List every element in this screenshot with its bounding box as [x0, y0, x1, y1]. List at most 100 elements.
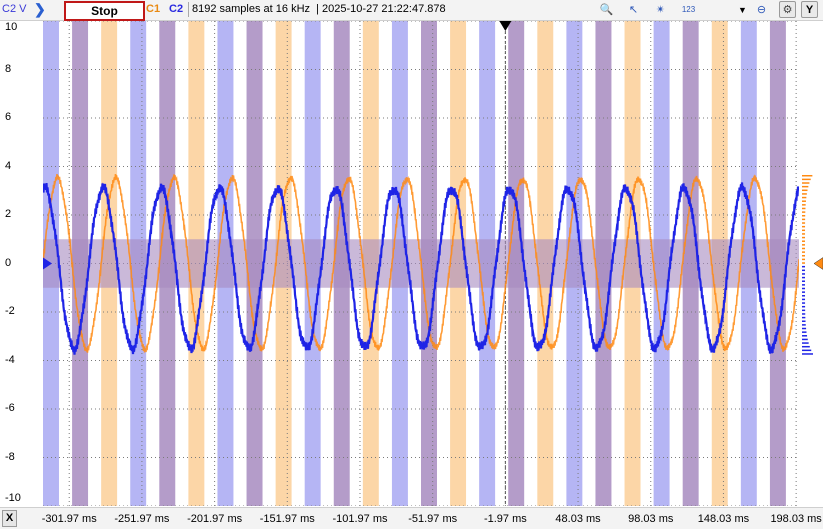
- histogram-bin: [802, 287, 806, 290]
- histogram-bin: [802, 302, 806, 304]
- x-tick-label: -1.97 ms: [483, 513, 527, 525]
- histogram-bin: [802, 291, 806, 293]
- zoom-icon[interactable]: 🔍: [599, 4, 614, 16]
- channel-1-toggle[interactable]: C1: [146, 3, 161, 15]
- run-arrow-icon[interactable]: ❯: [34, 1, 46, 17]
- x-tick-label: -101.97 ms: [332, 513, 388, 525]
- histogram-bin: [802, 338, 808, 341]
- histogram-bin: [802, 313, 806, 315]
- toolbar: C2 V ❯ Stop C1 C2 8192 samples at 16 kHz…: [0, 0, 823, 21]
- histogram-bin: [802, 204, 806, 206]
- histogram-bin: [802, 309, 806, 312]
- histogram-bin: [802, 211, 806, 213]
- histogram-bin: [802, 342, 809, 344]
- x-tick-label: -251.97 ms: [114, 513, 170, 525]
- x-axis-bar: X -301.97 ms -251.97 ms -201.97 ms -151.97 …: [0, 507, 823, 529]
- histogram-bin: [802, 255, 805, 257]
- histogram-bin: [802, 284, 806, 286]
- magic-wand-icon[interactable]: ✴: [655, 4, 666, 16]
- histogram-bin: [802, 265, 805, 268]
- histogram-bin: [802, 229, 806, 232]
- histogram-bin: [802, 295, 806, 297]
- y-tick-label: 0: [5, 256, 12, 269]
- histogram-bin: [802, 327, 807, 330]
- zoom-out-icon[interactable]: ⊖: [756, 4, 767, 16]
- histogram-bin: [802, 218, 806, 221]
- histogram-bin: [802, 258, 805, 261]
- histogram-bin: [802, 215, 806, 217]
- histogram-bin: [802, 200, 806, 202]
- histogram-bin: [802, 244, 806, 246]
- histogram-bin: [802, 262, 805, 264]
- x-tick-label: -301.97 ms: [41, 513, 97, 525]
- channel-2-toggle[interactable]: C2: [169, 3, 184, 15]
- dropdown-icon[interactable]: ▼: [738, 4, 747, 15]
- y-tick-label: 2: [5, 208, 12, 220]
- histogram-strip: [799, 21, 823, 506]
- x-tick-label: -151.97 ms: [259, 513, 315, 525]
- histogram-bin: [802, 353, 813, 355]
- histogram-bin: [802, 305, 806, 308]
- cursor-arrow-icon[interactable]: ↖: [628, 4, 639, 16]
- y-tick-label: -2: [5, 305, 15, 317]
- y-tick-label: 8: [5, 62, 12, 75]
- histogram-bin: [802, 298, 806, 301]
- c1-offset-marker: [813, 257, 823, 270]
- histogram-bin: [802, 189, 808, 192]
- stop-button[interactable]: Stop: [64, 1, 145, 21]
- y-axis-button[interactable]: Y: [801, 1, 818, 18]
- waveform-plot: [41, 20, 801, 507]
- histogram-bin: [802, 174, 813, 177]
- settings-icon[interactable]: ⚙: [779, 1, 796, 18]
- histogram-bin: [802, 316, 806, 319]
- histogram-bin: [802, 276, 806, 279]
- histogram-bin: [802, 207, 806, 210]
- histogram-bin: [802, 324, 806, 326]
- timestamp: 2025-10-27 21:22:47.878: [322, 3, 446, 15]
- histogram-bin: [802, 233, 806, 235]
- separator: [188, 2, 189, 17]
- x-tick-label: -201.97 ms: [187, 513, 243, 525]
- histogram-bin: [802, 273, 805, 275]
- histogram-bin: [802, 335, 808, 337]
- y-tick-label: -10: [5, 492, 21, 504]
- histogram-bin: [802, 247, 806, 250]
- sequence-icon[interactable]: 123: [681, 5, 696, 14]
- y-unit-label: C2 V: [2, 3, 27, 15]
- trigger-marker: [499, 21, 512, 31]
- histogram-bin: [802, 225, 806, 228]
- histogram-bin: [802, 240, 806, 242]
- x-tick-label: -51.97 ms: [408, 513, 458, 525]
- y-tick-label: 6: [5, 111, 12, 123]
- histogram-bin: [802, 345, 810, 348]
- x-tick-label: 198.03 ms: [770, 513, 822, 525]
- y-tick-label: 4: [5, 159, 12, 172]
- histogram-bin: [802, 280, 806, 282]
- series-line-c1: [42, 174, 800, 354]
- histogram-bin: [802, 185, 809, 188]
- y-tick-label: -4: [5, 353, 15, 366]
- histogram-bin: [802, 349, 812, 352]
- histogram-bin: [802, 320, 806, 322]
- histogram: [802, 174, 823, 355]
- histogram-bin: [802, 178, 811, 181]
- y-tick-label: -8: [5, 450, 15, 463]
- histogram-bin: [802, 269, 805, 272]
- x-tick-label: 148.03 ms: [697, 513, 750, 525]
- histogram-bin: [802, 196, 807, 199]
- y-tick-label: -6: [5, 402, 15, 414]
- plot-area[interactable]: [41, 20, 801, 507]
- x-tick-label: 98.03 ms: [628, 513, 674, 525]
- c2-offset-marker: [43, 257, 52, 270]
- x-axis-button[interactable]: X: [2, 510, 17, 527]
- histogram-bin: [802, 236, 806, 239]
- histogram-bin: [802, 222, 806, 224]
- histogram-bin: [802, 193, 807, 195]
- histogram-bin: [802, 251, 806, 253]
- histogram-bin: [802, 331, 807, 333]
- histogram-bin: [802, 182, 810, 184]
- sample-info: 8192 samples at 16 kHz | 2025-10-27 21:2…: [192, 3, 446, 15]
- series-line-c2: [41, 182, 801, 355]
- x-tick-label: 48.03 ms: [555, 513, 601, 525]
- y-tick-label: 10: [5, 21, 18, 33]
